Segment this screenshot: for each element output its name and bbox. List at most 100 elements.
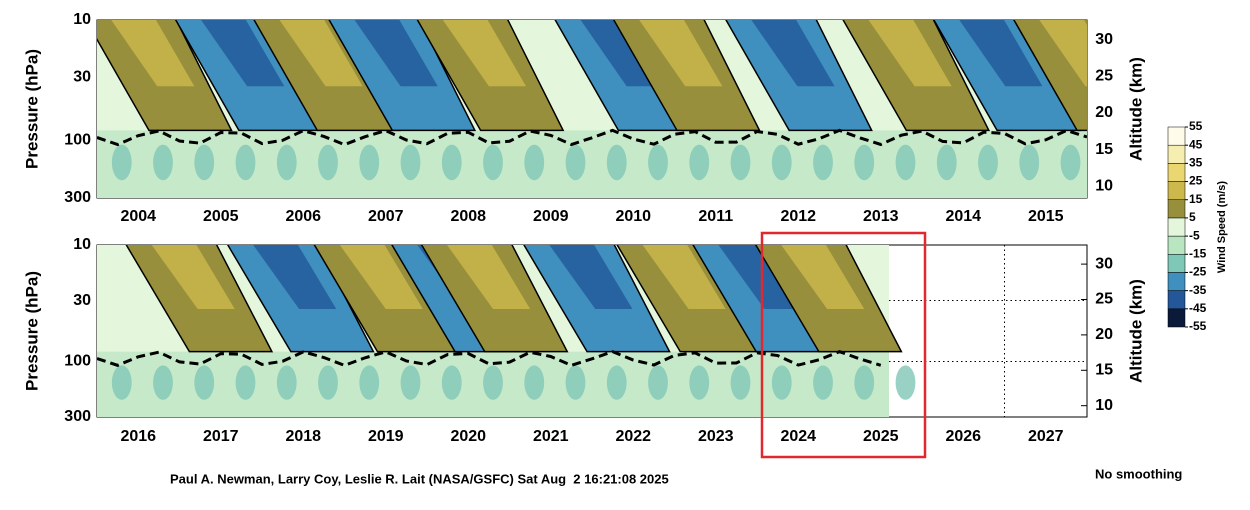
lower-blob <box>854 365 875 400</box>
x-tick-label: 2004 <box>120 208 156 225</box>
y2-tick-label: 10 <box>1095 397 1113 414</box>
y2-tick-label: 10 <box>1095 177 1113 194</box>
colorbar-swatch <box>1167 254 1186 273</box>
x-tick-label: 2009 <box>533 208 569 225</box>
phase-core <box>447 245 531 309</box>
x-tick-label: 2011 <box>698 208 733 225</box>
phase-core <box>253 245 337 309</box>
y-axis-label: Pressure (hPa) <box>22 49 41 169</box>
lower-blob <box>648 365 668 400</box>
phase-core <box>751 20 835 87</box>
lower-blob <box>400 365 421 400</box>
highlight-box <box>760 231 927 459</box>
y-tick-label: 30 <box>73 292 91 309</box>
y-tick-label: 100 <box>64 132 91 149</box>
x-tick-label: 2027 <box>1028 428 1064 445</box>
phase-core <box>111 20 195 87</box>
colorbar-swatch <box>1167 290 1186 310</box>
lower-blob <box>936 144 957 181</box>
x-tick-label: 2018 <box>285 428 321 445</box>
colorbar-tick-label: 45 <box>1189 137 1203 151</box>
lower-blob <box>194 144 215 181</box>
y2-tick-label: 20 <box>1095 104 1113 121</box>
phase-core <box>354 20 438 87</box>
phase-core <box>201 20 285 87</box>
lower-blob <box>813 365 833 400</box>
y2-tick-label: 30 <box>1095 31 1113 48</box>
lower-blob <box>771 365 792 400</box>
lower-blob <box>565 144 586 181</box>
lower-blob <box>854 144 875 181</box>
lower-blob <box>400 144 421 181</box>
phase-core <box>339 245 423 309</box>
lower-blob <box>565 365 586 400</box>
y-tick-label: 10 <box>73 11 91 28</box>
lower-blob <box>153 144 173 181</box>
colorbar-swatch <box>1167 163 1186 182</box>
y2-axis-label: Altitude (km) <box>1126 279 1145 383</box>
lower-blob <box>318 144 338 181</box>
colorbar-swatch <box>1167 144 1186 164</box>
phase-core <box>1039 20 1087 87</box>
lower-blob <box>483 144 503 181</box>
x-tick-label: 2013 <box>863 208 899 225</box>
colorbar-label: Wind Speed (m/s) <box>1216 181 1228 274</box>
x-tick-label: 2015 <box>1028 208 1064 225</box>
y-tick-label: 10 <box>73 236 91 253</box>
lower-blob <box>895 144 916 181</box>
field <box>97 20 1087 198</box>
y2-axis-label: Altitude (km) <box>1126 57 1145 161</box>
y-axis-label: Pressure (hPa) <box>22 271 41 391</box>
lower-blob <box>689 144 710 181</box>
x-tick-label: 2025 <box>863 428 899 445</box>
colorbar-swatch <box>1167 181 1186 200</box>
x-tick-label: 2008 <box>450 208 486 225</box>
lower-blob <box>111 365 132 400</box>
colorbar-swatch <box>1167 199 1186 219</box>
lower-blob <box>276 144 297 181</box>
colorbar-tick-label: -35 <box>1189 283 1207 297</box>
lower-blob <box>235 144 256 181</box>
lower-blob <box>895 365 916 400</box>
x-tick-label: 2005 <box>203 208 239 225</box>
lower-blob <box>648 144 668 181</box>
x-tick-label: 2017 <box>203 428 239 445</box>
tropopause <box>97 128 1087 147</box>
y2-tick-label: 15 <box>1095 141 1113 158</box>
x-tick-label: 2022 <box>615 428 651 445</box>
lower-blob <box>606 144 627 181</box>
y2-tick-label: 20 <box>1095 326 1113 343</box>
colorbar-tick-label: 5 <box>1189 210 1196 224</box>
colorbar-tick-label: -45 <box>1189 301 1207 315</box>
lower-blob <box>771 144 792 181</box>
x-tick-label: 2010 <box>615 208 651 225</box>
field <box>97 245 916 417</box>
colorbar-tick-label: 15 <box>1189 192 1203 206</box>
x-tick-label: 2019 <box>368 428 404 445</box>
colorbar-tick-label: 35 <box>1189 156 1203 170</box>
colorbar-swatch <box>1167 126 1186 146</box>
lower-blob <box>813 144 833 181</box>
phase-core <box>151 245 235 309</box>
lower-blob <box>978 144 998 181</box>
lower-blob <box>235 365 256 400</box>
lower-blob <box>111 144 132 181</box>
phase-core <box>442 20 526 87</box>
lower-blob <box>730 144 751 181</box>
lower-blob <box>441 365 462 400</box>
lower-blob <box>483 365 503 400</box>
colorbar-swatch <box>1167 235 1186 255</box>
phase-core <box>279 20 363 87</box>
x-tick-label: 2012 <box>780 208 816 225</box>
lower-blob <box>318 365 338 400</box>
y-tick-label: 300 <box>64 189 91 206</box>
tropopause <box>97 350 882 368</box>
lower-blob <box>359 144 380 181</box>
lower-blob <box>153 365 173 400</box>
lower-blob <box>524 365 545 400</box>
lower-blob <box>730 365 751 400</box>
note: No smoothing <box>1095 466 1182 481</box>
colorbar-tick-label: 55 <box>1189 119 1203 133</box>
lower-blob <box>194 365 215 400</box>
